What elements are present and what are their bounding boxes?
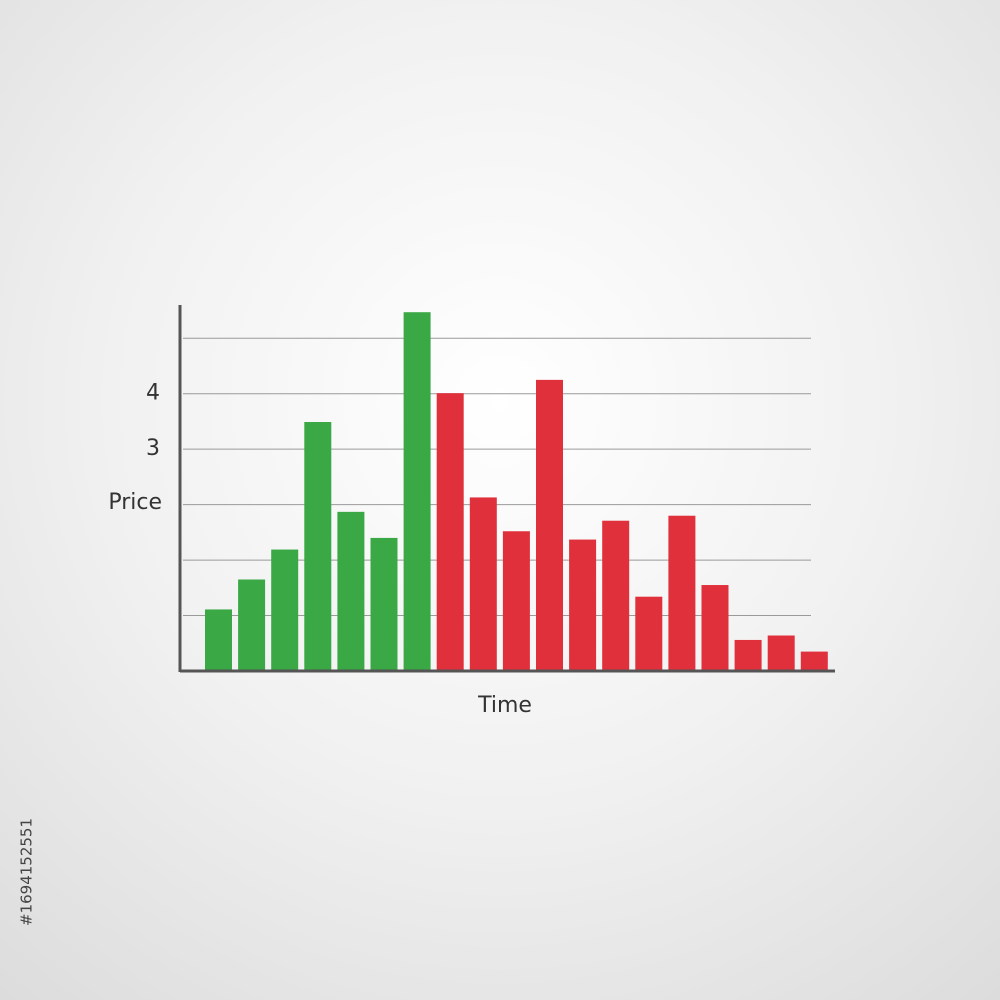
- bar: [403, 312, 431, 671]
- y-axis-label: Price: [108, 490, 162, 515]
- bar: [304, 422, 332, 671]
- bar: [469, 497, 497, 671]
- bar: [701, 585, 729, 671]
- bar: [668, 515, 696, 671]
- y-tick-label: 4: [146, 381, 160, 406]
- bar: [502, 531, 530, 671]
- stock-id: #1694152551: [18, 818, 36, 926]
- bar: [436, 393, 464, 671]
- bar: [271, 549, 299, 671]
- bar: [767, 635, 795, 671]
- y-tick-label: 3: [146, 436, 160, 461]
- bar: [734, 639, 762, 671]
- bar: [370, 537, 398, 671]
- bar: [800, 651, 828, 671]
- bar: [536, 379, 563, 671]
- bar: [569, 539, 597, 671]
- x-axis-label: Time: [477, 693, 532, 718]
- bar: [337, 511, 365, 671]
- bar: [602, 520, 630, 671]
- bar: [205, 609, 232, 671]
- bar: [238, 579, 266, 671]
- bar: [635, 596, 663, 671]
